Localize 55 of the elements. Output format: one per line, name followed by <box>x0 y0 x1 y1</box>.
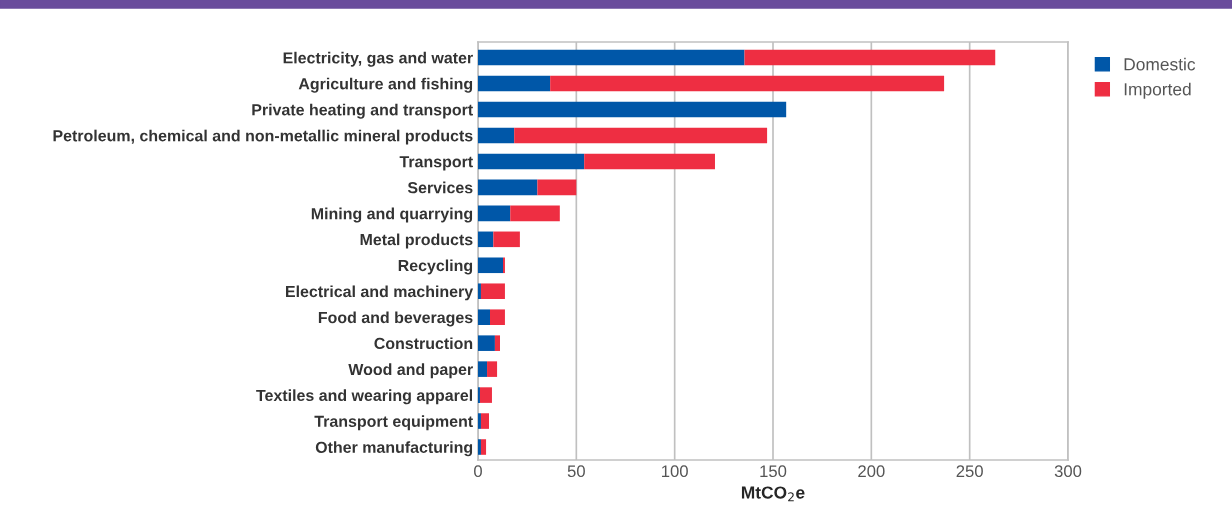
bar <box>478 335 495 351</box>
bar <box>478 257 503 274</box>
bar <box>478 153 585 170</box>
y-tick-label: Construction <box>374 337 473 350</box>
y-tick-label: Electrical and machinery <box>286 285 474 301</box>
bar <box>744 49 996 66</box>
y-tick-label: Petroleum, chemical and non-metallic mineral products <box>53 129 473 145</box>
bar <box>478 127 515 144</box>
bar <box>550 75 945 92</box>
y-tick-label: Services <box>407 181 473 194</box>
y-tick-label: Other manufacturing <box>315 441 473 457</box>
y-tick-label: Mining and quarrying <box>311 207 473 223</box>
bar <box>478 309 490 325</box>
bar <box>490 309 505 325</box>
x-tick-label: 200 <box>858 465 885 478</box>
bar <box>478 205 511 222</box>
x-axis-title: MtCO$_{2}$e <box>741 486 805 502</box>
bar <box>487 361 498 377</box>
y-tick-label: Wood and paper <box>348 363 473 379</box>
bar <box>478 179 538 196</box>
bar <box>537 179 577 196</box>
x-tick-label: 0 <box>474 465 482 478</box>
y-tick-label: Electricity, gas and water <box>283 51 473 67</box>
bar <box>478 283 481 300</box>
legend-label: Imported <box>1124 82 1191 99</box>
bar <box>584 153 715 170</box>
bar <box>493 231 520 248</box>
x-tick-label: 100 <box>662 465 688 478</box>
bar <box>478 49 745 66</box>
bar <box>478 75 551 92</box>
y-tick-label: Textiles and wearing apparel <box>256 389 473 405</box>
x-tick-label: 150 <box>760 465 787 478</box>
bar <box>478 413 481 429</box>
y-tick-label: Food and beverages <box>318 311 473 327</box>
x-tick-label: 300 <box>1054 465 1082 478</box>
y-tick-label: Transport <box>399 156 473 171</box>
y-tick-label: Agriculture and fishing <box>298 77 473 93</box>
bar <box>514 127 768 144</box>
bar <box>478 439 481 455</box>
bar <box>479 387 492 403</box>
y-tick-label: Recycling <box>398 259 473 275</box>
bar <box>478 231 494 248</box>
bar <box>480 439 487 455</box>
bar <box>494 335 501 351</box>
legend-label: Domestic <box>1124 57 1196 71</box>
x-tick-label: 50 <box>567 465 585 478</box>
bar <box>478 361 488 377</box>
y-tick-label: Transport equipment <box>314 415 473 431</box>
bar <box>480 413 490 429</box>
bar <box>510 205 560 222</box>
bar <box>480 283 505 300</box>
y-tick-label: Metal products <box>360 233 473 249</box>
y-tick-label: Private heating and transport <box>252 103 473 119</box>
bar <box>478 101 787 118</box>
x-tick-label: 250 <box>956 465 983 478</box>
